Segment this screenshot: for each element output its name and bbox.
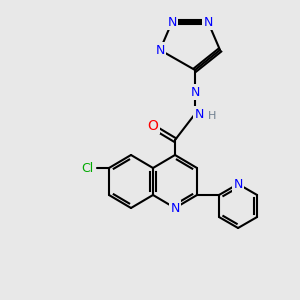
Text: N: N [155,44,165,56]
Text: N: N [203,16,213,28]
Text: Cl: Cl [81,161,93,175]
Text: N: N [190,85,200,98]
Text: H: H [208,111,216,121]
Text: O: O [148,119,158,133]
Text: N: N [233,178,243,190]
Text: N: N [167,16,177,28]
Text: N: N [170,202,180,214]
Text: N: N [194,107,204,121]
